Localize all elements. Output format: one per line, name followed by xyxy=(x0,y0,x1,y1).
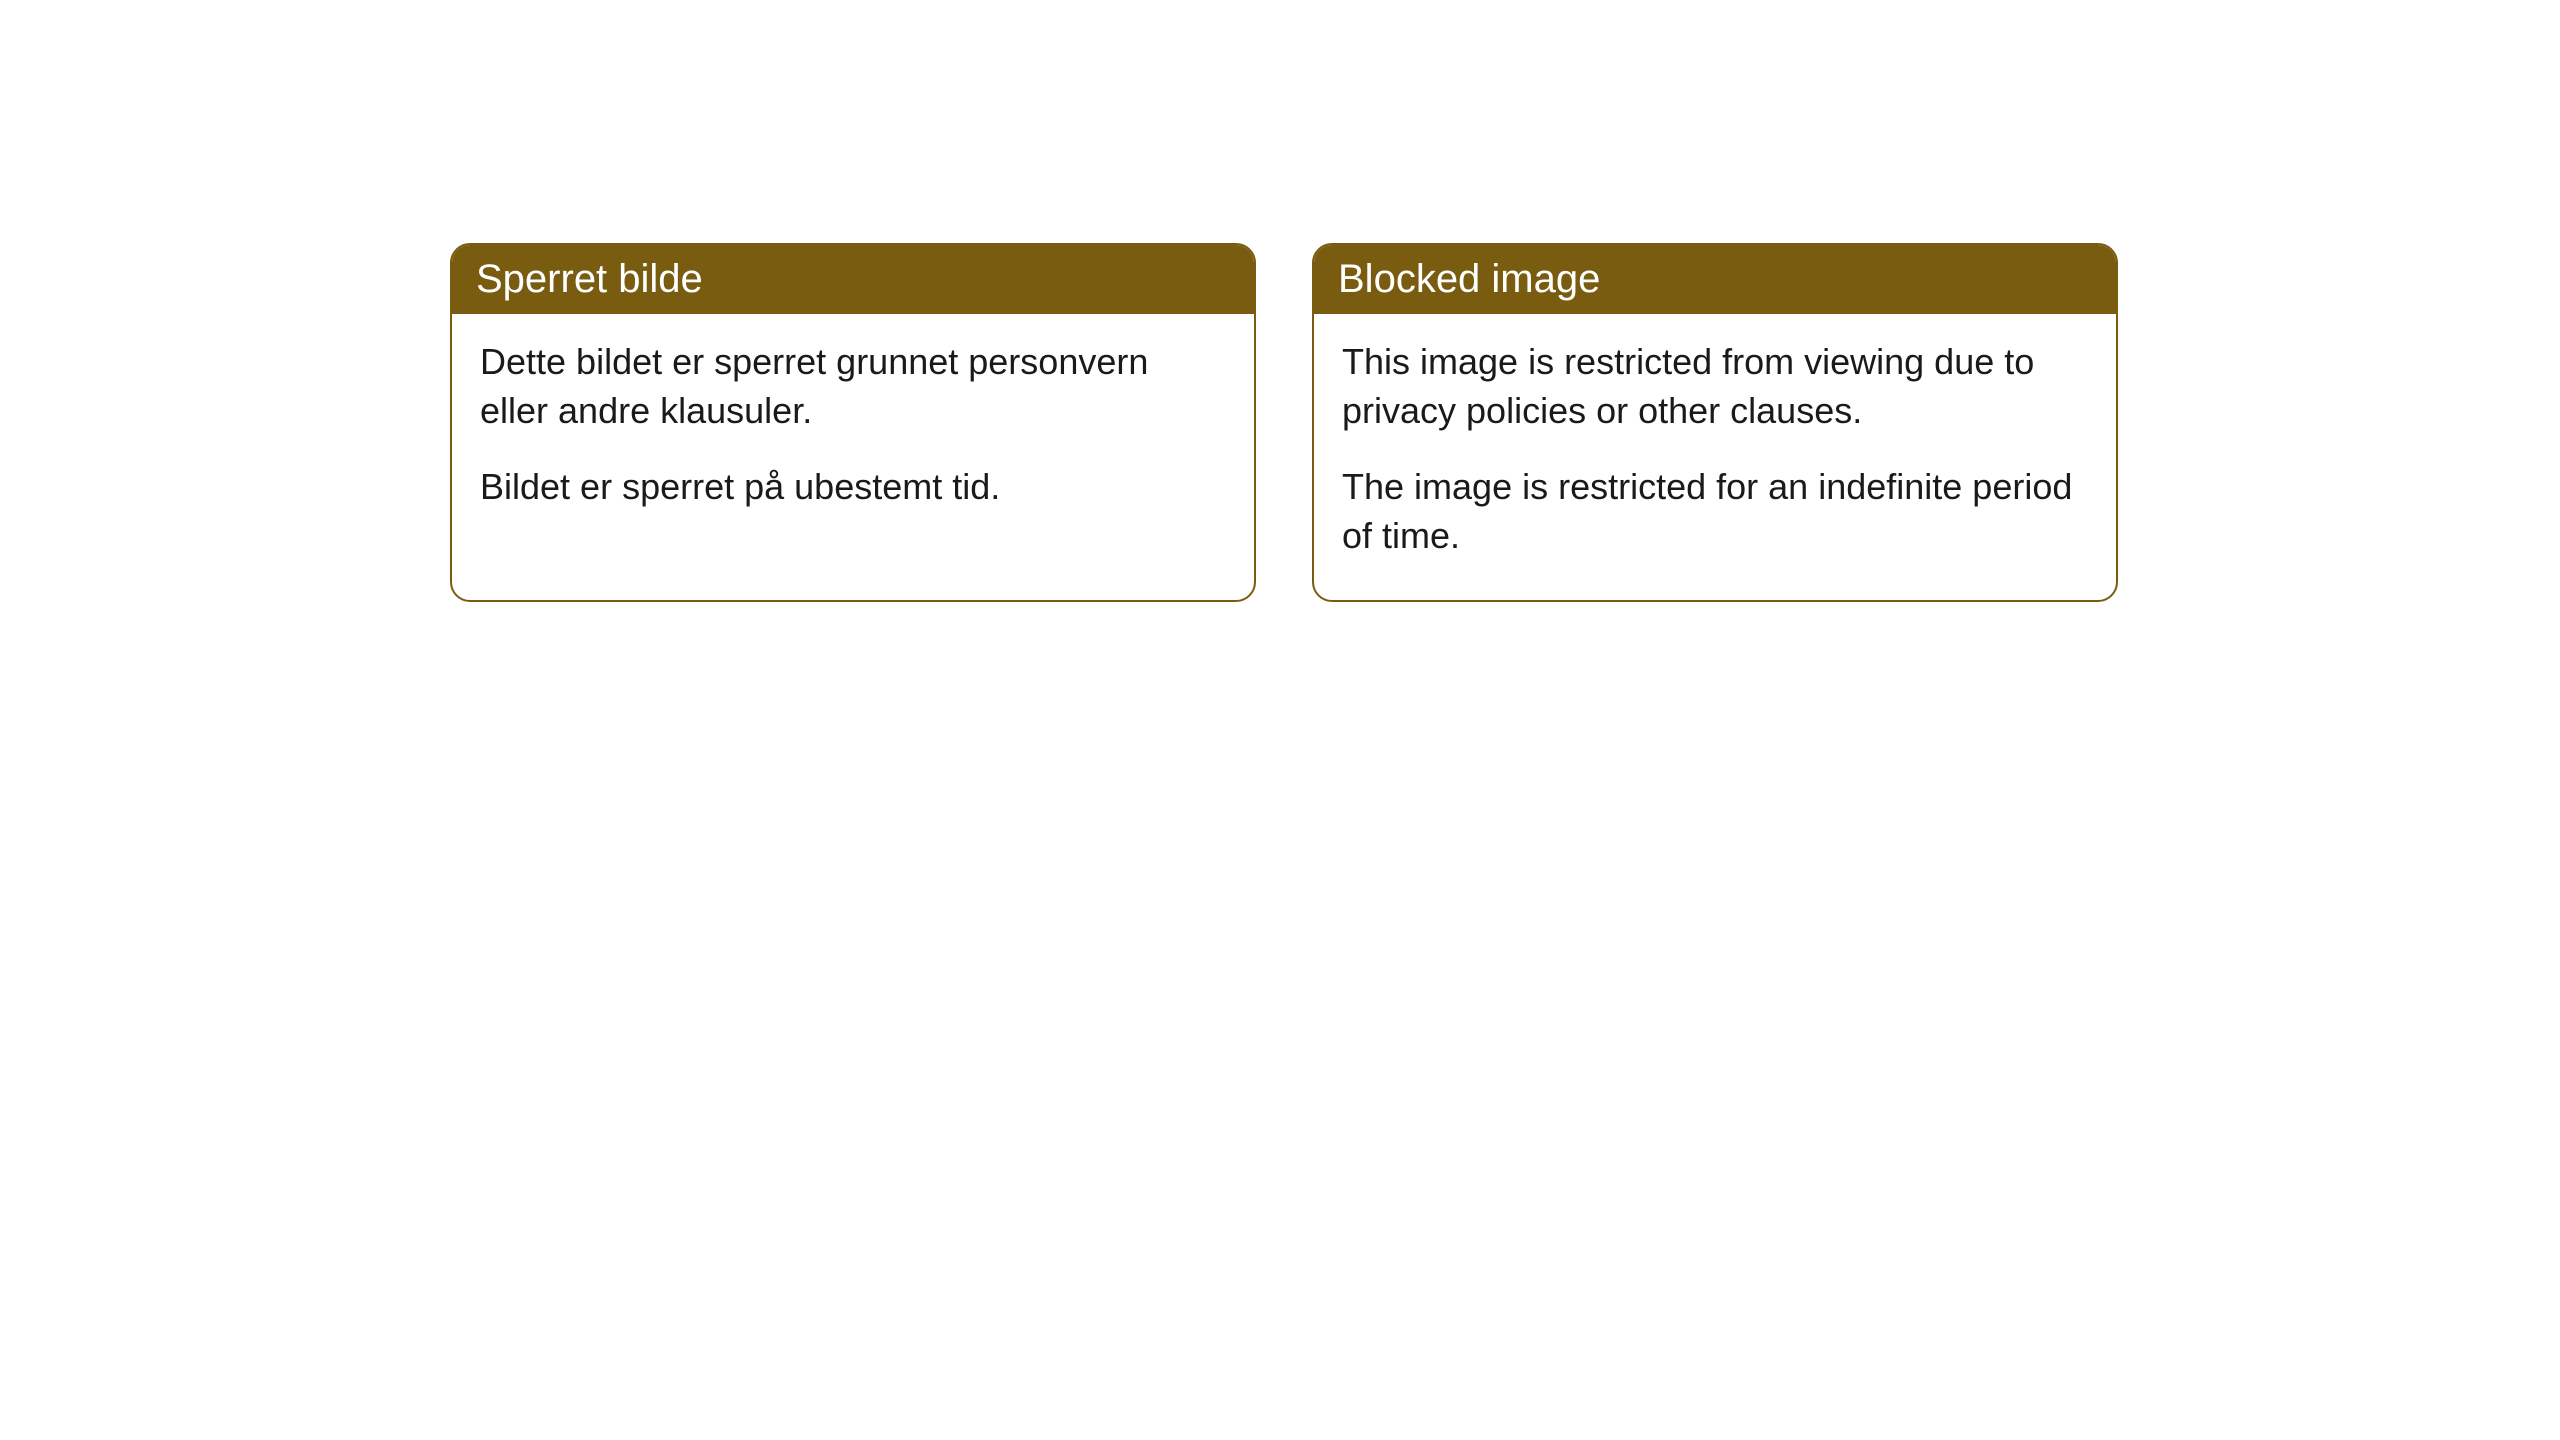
card-body: Dette bildet er sperret grunnet personve… xyxy=(452,314,1254,552)
card-paragraph: Bildet er sperret på ubestemt tid. xyxy=(480,463,1226,512)
card-title: Sperret bilde xyxy=(476,257,703,301)
card-title: Blocked image xyxy=(1338,257,1600,301)
card-paragraph: This image is restricted from viewing du… xyxy=(1342,338,2088,435)
card-body: This image is restricted from viewing du… xyxy=(1314,314,2116,600)
card-norwegian: Sperret bilde Dette bildet er sperret gr… xyxy=(450,243,1256,602)
card-paragraph: The image is restricted for an indefinit… xyxy=(1342,463,2088,560)
cards-container: Sperret bilde Dette bildet er sperret gr… xyxy=(450,243,2118,602)
card-header: Blocked image xyxy=(1314,245,2116,314)
card-english: Blocked image This image is restricted f… xyxy=(1312,243,2118,602)
card-paragraph: Dette bildet er sperret grunnet personve… xyxy=(480,338,1226,435)
card-header: Sperret bilde xyxy=(452,245,1254,314)
